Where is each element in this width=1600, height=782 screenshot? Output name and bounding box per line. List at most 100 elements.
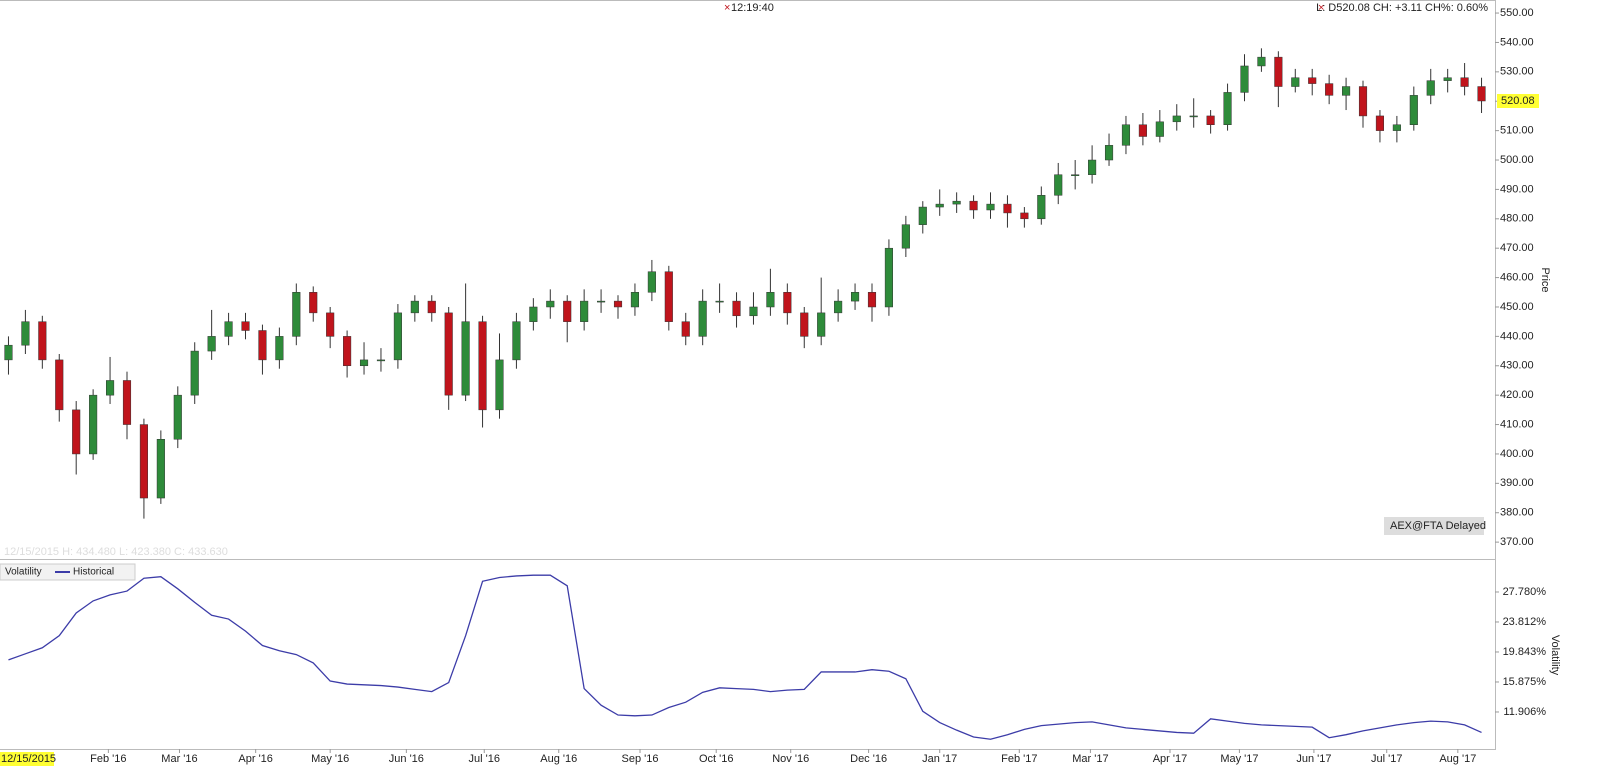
candle-body: [495, 359, 504, 411]
y-tick-label: 27.780%: [1503, 586, 1547, 598]
candle-body: [224, 321, 233, 337]
y-tick-label: 420.00: [1500, 389, 1534, 401]
x-tick-label: May '16: [311, 753, 349, 765]
x-tick-label: Jan '17: [922, 753, 957, 765]
candle-body: [512, 321, 521, 361]
y-tick-label: 500.00: [1500, 154, 1534, 166]
candle-body: [1155, 121, 1164, 137]
candle-body: [376, 359, 386, 362]
candle-body: [817, 312, 826, 337]
candle-body: [21, 321, 30, 346]
candle-body: [1274, 56, 1283, 87]
candle-body: [884, 247, 893, 308]
candle-body: [207, 336, 216, 352]
y-tick-label: 410.00: [1500, 418, 1534, 430]
candle-body: [546, 300, 555, 308]
candle-body: [1172, 115, 1181, 123]
candle-body: [1392, 124, 1401, 131]
candle-body: [410, 300, 419, 314]
y-tick-label: 23.812%: [1503, 616, 1547, 628]
candle-body: [918, 206, 927, 225]
candle-body: [105, 380, 115, 396]
x-tick-label: Sep '16: [622, 753, 659, 765]
candle-body: [1308, 77, 1317, 84]
candle-body: [444, 312, 453, 396]
x-tick-label: Apr '17: [1153, 753, 1188, 765]
y-tick-label: 390.00: [1500, 477, 1534, 489]
candle-body: [1257, 56, 1266, 67]
candle-body: [1460, 77, 1469, 87]
source-label: AEX@FTA Delayed: [1390, 520, 1486, 532]
candle-body: [1375, 115, 1385, 131]
candle-body: [986, 203, 995, 211]
y-tick-label: 400.00: [1500, 448, 1534, 460]
candle-body: [766, 292, 775, 308]
candle-body: [1426, 80, 1435, 96]
candle-body: [359, 359, 369, 367]
x-tick-label: Jun '17: [1296, 753, 1331, 765]
x-tick-label: Mar '16: [161, 753, 197, 765]
candle-body: [1342, 86, 1351, 96]
candle-body: [326, 312, 335, 337]
x-tick-label: Feb '17: [1001, 753, 1037, 765]
y-tick-label: 460.00: [1500, 271, 1534, 283]
candle-body: [1054, 174, 1063, 196]
x-tick-label: Aug '17: [1439, 753, 1476, 765]
candle-body: [156, 439, 165, 499]
close-icon[interactable]: ×: [724, 2, 730, 14]
candle-body: [122, 380, 132, 425]
candle-body: [343, 336, 352, 367]
legend-label: Historical: [73, 567, 114, 578]
y-tick-label: 11.906%: [1503, 706, 1546, 718]
candle-body: [732, 300, 741, 317]
candle-body: [834, 300, 843, 314]
candle-body: [1358, 86, 1368, 117]
candle-body: [952, 200, 961, 205]
candle-body: [241, 321, 250, 331]
x-tick-label: Oct '16: [699, 753, 734, 765]
y-tick-label: 370.00: [1500, 536, 1534, 548]
x-tick-label: Aug '16: [540, 753, 577, 765]
panel-title: Volatility: [5, 567, 42, 578]
candle-body: [190, 350, 199, 396]
candle-body: [563, 300, 572, 322]
x-tick-label: Dec '16: [850, 753, 887, 765]
candle-body: [698, 300, 707, 337]
x-tick-label: Jul '16: [469, 753, 500, 765]
candle-body: [647, 271, 656, 293]
candle-body: [427, 300, 436, 314]
candle-body: [715, 300, 724, 303]
close-icon[interactable]: ×: [1318, 2, 1324, 14]
candle-body: [681, 321, 690, 337]
source-badge[interactable]: [1384, 517, 1484, 535]
y-axis-label: Price: [1539, 267, 1551, 292]
candle-body: [597, 300, 606, 303]
candle-body: [38, 321, 47, 361]
candle-body: [613, 300, 623, 308]
y-tick-label: 450.00: [1500, 301, 1534, 313]
candle-body: [1291, 77, 1300, 87]
candle-body: [1477, 86, 1486, 102]
candle-body: [1443, 77, 1452, 81]
candle-body: [275, 336, 284, 361]
candle-body: [292, 292, 301, 337]
start-date-highlight: [0, 752, 54, 766]
candle-body: [1020, 212, 1029, 220]
x-tick-label: Apr '16: [238, 753, 273, 765]
candle-body: [1240, 65, 1249, 93]
y-tick-label: 15.875%: [1503, 676, 1547, 688]
candle-body: [969, 200, 978, 211]
candle-body: [1121, 124, 1131, 146]
start-date: 12/15/2015: [1, 753, 56, 765]
y-tick-label: 480.00: [1500, 213, 1534, 225]
candle-body: [478, 321, 487, 411]
y-axis-label: Volatility: [1549, 635, 1561, 676]
last-price-label: 520.08: [1501, 95, 1535, 107]
candle-body: [1037, 195, 1046, 220]
y-tick-label: 540.00: [1500, 36, 1534, 48]
candle-body: [258, 330, 267, 361]
candle-body: [850, 292, 860, 302]
candle-body: [1409, 95, 1418, 125]
